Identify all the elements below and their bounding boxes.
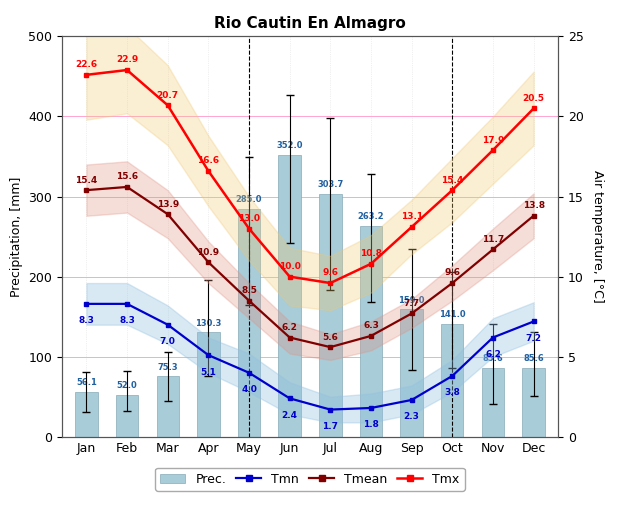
Bar: [401, 309, 423, 437]
Text: 22.6: 22.6: [76, 60, 97, 69]
Text: 159.0: 159.0: [399, 296, 425, 305]
Bar: [360, 226, 382, 437]
Text: 52.0: 52.0: [117, 381, 138, 391]
Text: 6.2: 6.2: [485, 350, 501, 359]
Bar: [156, 376, 179, 437]
Text: 13.8: 13.8: [523, 201, 544, 210]
Text: 16.6: 16.6: [197, 157, 219, 165]
Text: 10.9: 10.9: [197, 248, 219, 257]
Text: 15.6: 15.6: [116, 173, 138, 181]
Text: 85.6: 85.6: [482, 355, 503, 363]
Text: 6.2: 6.2: [281, 323, 298, 332]
Bar: [319, 193, 342, 437]
Text: 1.7: 1.7: [322, 422, 339, 431]
Text: 130.3: 130.3: [195, 319, 221, 328]
Text: 10.0: 10.0: [279, 262, 301, 271]
Text: 4.0: 4.0: [241, 385, 257, 394]
Text: 2.4: 2.4: [281, 411, 298, 420]
Text: 8.5: 8.5: [241, 286, 257, 295]
Text: 7.7: 7.7: [404, 299, 420, 308]
Y-axis label: Air temperature, [°C]: Air temperature, [°C]: [591, 170, 604, 303]
Text: 285.0: 285.0: [236, 195, 262, 204]
Text: 141.0: 141.0: [439, 310, 466, 319]
Text: 13.9: 13.9: [157, 200, 179, 209]
Text: 5.6: 5.6: [322, 333, 339, 342]
Bar: [482, 368, 504, 437]
Text: 7.0: 7.0: [160, 337, 175, 346]
Text: 303.7: 303.7: [317, 180, 343, 189]
Text: 13.1: 13.1: [401, 213, 423, 222]
Text: 13.0: 13.0: [238, 214, 260, 223]
Text: 7.2: 7.2: [526, 334, 542, 343]
Text: 17.9: 17.9: [482, 136, 504, 145]
Text: 352.0: 352.0: [277, 141, 303, 150]
Text: 6.3: 6.3: [363, 321, 379, 330]
Y-axis label: Precipitation, [mm]: Precipitation, [mm]: [10, 176, 23, 297]
Text: 75.3: 75.3: [157, 362, 178, 372]
Text: 15.4: 15.4: [441, 176, 463, 185]
Text: 56.1: 56.1: [76, 378, 97, 387]
Text: 20.5: 20.5: [523, 94, 544, 103]
Title: Rio Cautin En Almagro: Rio Cautin En Almagro: [214, 16, 406, 31]
Bar: [75, 392, 97, 437]
Text: 263.2: 263.2: [358, 212, 384, 221]
Text: 9.6: 9.6: [322, 268, 339, 278]
Bar: [116, 395, 138, 437]
Bar: [197, 332, 219, 437]
Text: 2.3: 2.3: [404, 412, 420, 422]
Text: 9.6: 9.6: [445, 268, 460, 278]
Text: 8.3: 8.3: [79, 316, 94, 326]
Text: 22.9: 22.9: [116, 56, 138, 64]
Text: 11.7: 11.7: [482, 235, 504, 244]
Text: 5.1: 5.1: [200, 368, 216, 376]
Text: 85.6: 85.6: [523, 355, 544, 363]
Bar: [523, 368, 545, 437]
Legend: Prec., Tmn, Tmean, Tmx: Prec., Tmn, Tmean, Tmx: [156, 467, 464, 490]
Text: 3.8: 3.8: [445, 388, 460, 397]
Text: 1.8: 1.8: [363, 421, 379, 430]
Text: 20.7: 20.7: [157, 90, 179, 100]
Bar: [238, 209, 260, 437]
Text: 8.3: 8.3: [119, 316, 135, 326]
Text: 15.4: 15.4: [75, 176, 97, 185]
Bar: [441, 324, 464, 437]
Text: 10.8: 10.8: [360, 249, 382, 258]
Bar: [278, 155, 301, 437]
